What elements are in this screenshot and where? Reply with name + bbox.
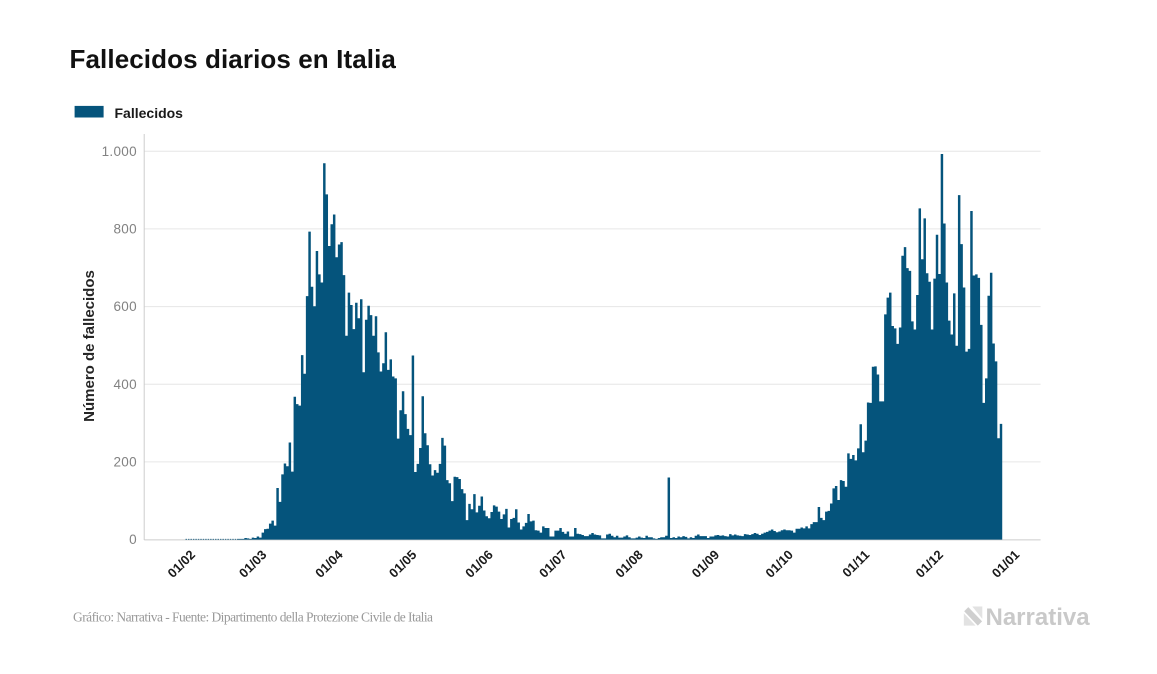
svg-text:Fallecidos diarios en Italia: Fallecidos diarios en Italia xyxy=(70,44,397,74)
svg-text:600: 600 xyxy=(113,299,136,314)
svg-text:Número de fallecidos: Número de fallecidos xyxy=(81,270,98,422)
svg-text:200: 200 xyxy=(113,455,136,470)
svg-text:Narrativa: Narrativa xyxy=(986,604,1091,631)
svg-text:1.000: 1.000 xyxy=(102,144,137,159)
svg-text:400: 400 xyxy=(113,377,136,392)
svg-text:Fallecidos: Fallecidos xyxy=(115,105,184,121)
svg-text:0: 0 xyxy=(129,532,137,547)
svg-text:800: 800 xyxy=(113,222,136,237)
svg-text:Gráfico: Narrativa - Fuente: D: Gráfico: Narrativa - Fuente: Dipartiment… xyxy=(73,610,433,625)
